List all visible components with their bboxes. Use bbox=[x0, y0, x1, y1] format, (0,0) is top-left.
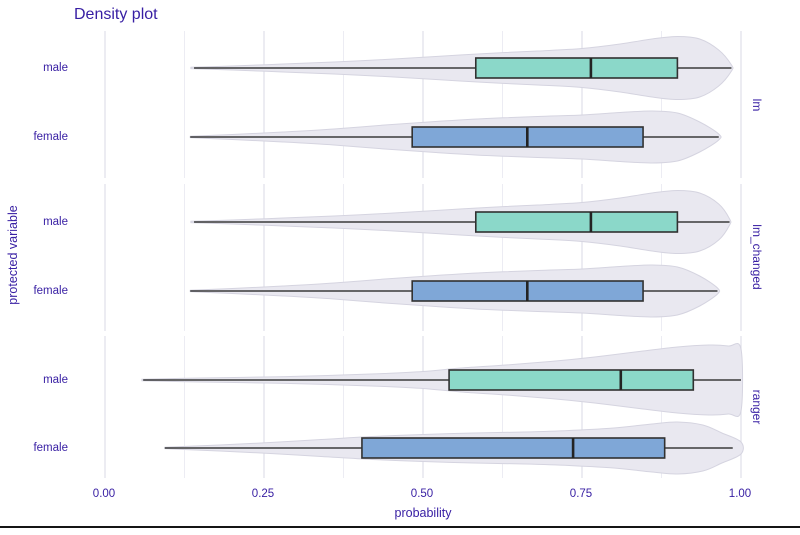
ytick-lm-female: female bbox=[33, 131, 68, 143]
box-male bbox=[474, 57, 679, 79]
xtick-0.50: 0.50 bbox=[410, 488, 434, 500]
facet-panel-lm-changed bbox=[104, 184, 742, 331]
xtick-0.25: 0.25 bbox=[251, 488, 275, 500]
y-axis-title: protected variable bbox=[6, 205, 20, 305]
ytick-ranger-female: female bbox=[33, 442, 68, 454]
ytick-ranger-male: male bbox=[43, 374, 68, 386]
ytick-lm-male: male bbox=[43, 62, 68, 74]
facet-label-lm: lm bbox=[750, 98, 764, 112]
xtick-1.00: 1.00 bbox=[728, 488, 752, 500]
ytick-lmchanged-female: female bbox=[33, 285, 68, 297]
bottom-border-line bbox=[0, 526, 800, 528]
box-male bbox=[474, 211, 679, 233]
plot-title: Density plot bbox=[74, 6, 158, 23]
xtick-0.75: 0.75 bbox=[569, 488, 593, 500]
box-female bbox=[361, 437, 666, 459]
facet-panel-ranger bbox=[104, 336, 744, 478]
facet-label-ranger: ranger bbox=[750, 389, 764, 425]
xtick-0.00: 0.00 bbox=[92, 488, 116, 500]
box-male bbox=[448, 369, 695, 391]
x-axis-title: probability bbox=[394, 506, 452, 520]
facet-panel-lm bbox=[104, 31, 742, 178]
facet-label-lm-changed: lm_changed bbox=[750, 224, 764, 290]
ytick-lmchanged-male: male bbox=[43, 216, 68, 228]
